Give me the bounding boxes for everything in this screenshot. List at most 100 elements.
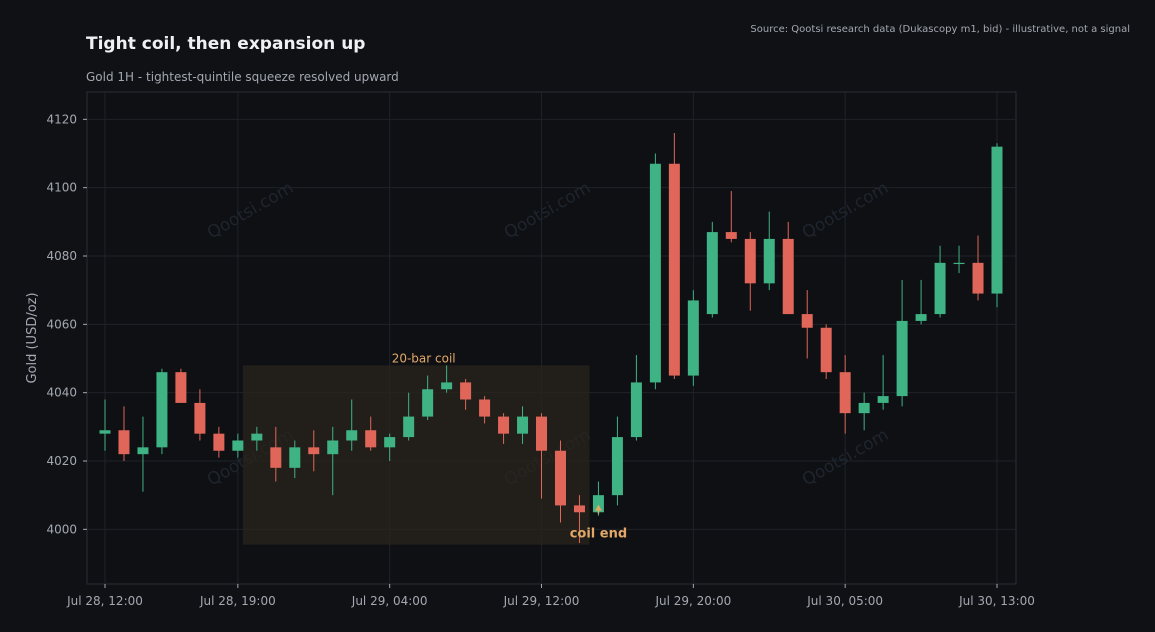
x-tick-label: Jul 29, 04:00 — [351, 594, 428, 608]
candle-down — [839, 355, 851, 434]
candle-up — [251, 426, 263, 451]
candle-down — [573, 495, 585, 543]
candle-up — [137, 416, 149, 492]
candle-body — [251, 433, 263, 441]
candle-up — [327, 426, 339, 496]
candle-body — [346, 430, 358, 441]
y-axis-label: Gold (USD/oz) — [25, 292, 40, 383]
candle-body — [118, 430, 130, 455]
candle-down — [536, 413, 548, 499]
candle-up — [763, 211, 775, 291]
candle-down — [554, 440, 566, 523]
candle-body — [649, 163, 661, 383]
candle-up — [611, 416, 623, 506]
candle-up — [346, 399, 358, 451]
candle-body — [270, 447, 282, 468]
candle-up — [953, 245, 965, 274]
coil-zone-shading — [242, 365, 590, 545]
candle-down — [270, 426, 282, 482]
candle-down — [744, 232, 756, 311]
candle-body — [422, 389, 434, 417]
candle-body — [896, 320, 908, 397]
source-note: Source: Qootsi research data (Dukascopy … — [750, 24, 1130, 35]
candle-body — [573, 505, 585, 513]
y-tick-label: 4100 — [46, 181, 77, 195]
candle-up — [403, 392, 415, 441]
candle-body — [991, 146, 1003, 294]
candle-down — [782, 221, 794, 315]
candle-body — [213, 433, 225, 451]
candle-body — [137, 447, 149, 455]
y-tick-label: 4080 — [46, 249, 77, 263]
candle-body — [763, 238, 775, 284]
candle-body — [498, 416, 510, 434]
candle-up — [915, 279, 927, 325]
candle-up — [156, 368, 168, 455]
candle-body — [687, 300, 699, 376]
chart-subtitle: Gold 1H - tightest-quintile squeeze reso… — [86, 70, 399, 84]
candle-up — [422, 375, 434, 420]
candle-body — [441, 382, 453, 390]
candle-up — [706, 221, 718, 318]
candle-body — [403, 416, 415, 438]
candle-body — [934, 262, 946, 315]
candle-down — [194, 389, 206, 441]
candle-body — [630, 382, 642, 438]
candle-body — [839, 372, 851, 414]
candle-body — [972, 262, 984, 294]
candle-body — [289, 447, 301, 468]
candle-body — [877, 396, 889, 403]
x-tick-label: Jul 29, 20:00 — [654, 594, 731, 608]
candle-body — [308, 447, 320, 455]
candle-down — [213, 426, 225, 458]
x-tick-label: Jul 30, 05:00 — [806, 594, 883, 608]
coil-end-arrow-icon — [594, 504, 602, 511]
x-tick-label: Jul 30, 13:00 — [958, 594, 1035, 608]
candle-up — [687, 290, 699, 386]
y-tick-label: 4120 — [46, 112, 77, 126]
candle-up — [649, 153, 661, 390]
candle-body — [365, 430, 377, 448]
candle-down — [668, 133, 680, 379]
candle-up — [517, 406, 529, 444]
candle-body — [232, 440, 244, 451]
candle-up — [991, 143, 1003, 308]
coil-zone-label: 20-bar coil — [392, 351, 456, 365]
candle-body — [194, 402, 206, 434]
candle-body — [820, 327, 832, 373]
x-tick-label: Jul 28, 19:00 — [199, 594, 276, 608]
candle-up — [232, 433, 244, 458]
candle-down — [118, 406, 130, 461]
y-tick-label: 4060 — [46, 317, 77, 331]
candle-body — [156, 372, 168, 448]
chart-title: Tight coil, then expansion up — [86, 34, 366, 54]
candle-body — [460, 382, 472, 400]
candle-body — [725, 232, 737, 239]
candle-down — [479, 396, 491, 424]
candle-body — [668, 163, 680, 376]
candle-body — [953, 262, 965, 265]
candle-down — [460, 379, 472, 410]
candle-up — [441, 365, 453, 393]
candle-down — [365, 416, 377, 451]
x-tick-label: Jul 28, 12:00 — [66, 594, 143, 608]
candle-body — [175, 372, 187, 403]
candle-down — [820, 324, 832, 379]
candle-body — [706, 232, 718, 315]
candle-body — [536, 416, 548, 451]
candle-down — [801, 290, 813, 359]
candle-body — [858, 402, 870, 414]
candle-down — [725, 191, 737, 243]
candle-up — [289, 440, 301, 479]
candle-down — [175, 368, 187, 403]
candle-body — [384, 437, 396, 448]
candle-body — [479, 399, 491, 417]
y-tick-label: 4040 — [46, 386, 77, 400]
coil-end-label: coil end — [570, 527, 627, 542]
candle-up — [99, 399, 111, 451]
candle-body — [801, 314, 813, 328]
candle-up — [384, 433, 396, 461]
candle-down — [972, 235, 984, 301]
candle-body — [99, 430, 111, 434]
candle-body — [327, 440, 339, 455]
